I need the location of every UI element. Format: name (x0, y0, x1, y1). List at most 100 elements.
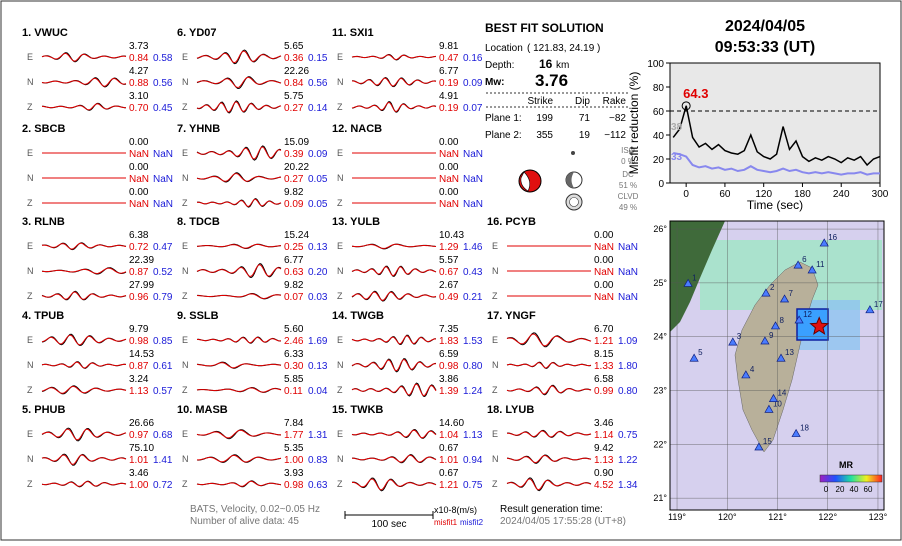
misfit2: 0.21 (463, 292, 483, 303)
component: Z (182, 102, 188, 112)
component: N (27, 173, 34, 183)
map-x-label: 122° (818, 512, 837, 522)
waveform-synthetic (41, 361, 127, 369)
misfit2: 0.09 (463, 78, 483, 89)
time: 09:53:33 (UT) (715, 39, 815, 56)
misfit2: 1.69 (308, 336, 328, 347)
component: N (27, 454, 34, 464)
component: N (182, 266, 189, 276)
misfit1: 0.27 (284, 174, 304, 185)
misfit2: 1.31 (308, 430, 328, 441)
location: ( 121.83, 24.19 ) (527, 43, 600, 54)
unit: km (556, 60, 569, 71)
amplitude: 3.24 (129, 374, 149, 385)
misfit2: NaN (463, 174, 483, 185)
waveform-synthetic (196, 362, 282, 369)
colorbar (819, 474, 883, 483)
column-header: Dip (575, 96, 590, 107)
station-label: 17 (874, 300, 883, 309)
map-frame (669, 220, 885, 511)
component: E (27, 241, 33, 251)
waveform-synthetic (506, 478, 592, 491)
misfit1: 4.52 (594, 480, 614, 491)
misfit1: 1.14 (594, 430, 614, 441)
misfit1: 0.88 (129, 78, 149, 89)
station-label: 16 (828, 233, 837, 242)
amplitude: 0.67 (439, 468, 459, 479)
plane-value: −82 (609, 113, 626, 124)
amplitude: 6.33 (284, 349, 304, 360)
misfit2: 0.45 (153, 103, 173, 114)
waveform-synthetic (351, 358, 437, 372)
misfit2: NaN (618, 242, 638, 253)
amplitude: 7.84 (284, 418, 304, 429)
station-label: 1 (692, 273, 697, 282)
amplitude: 4.27 (129, 66, 149, 77)
misfit1: 1.13 (594, 455, 614, 466)
waveform-synthetic (41, 454, 127, 465)
y-tick-label: 100 (647, 59, 664, 70)
station-title: 18. LYUB (487, 404, 534, 416)
waveform-synthetic (196, 172, 282, 182)
misfit1: 0.99 (594, 386, 614, 397)
component: E (492, 335, 498, 345)
waveform-synthetic (506, 454, 592, 464)
y-axis-label: Misfit reduction (%) (627, 72, 641, 175)
misfit2: 0.14 (308, 103, 328, 114)
amplitude: 0.00 (439, 137, 459, 148)
amplitude: 3.10 (129, 91, 149, 102)
misfit2: 0.79 (153, 292, 173, 303)
misfit2: 0.52 (153, 267, 173, 278)
misfit2: 0.56 (153, 78, 173, 89)
waveform-synthetic (351, 243, 437, 249)
component: Z (182, 479, 188, 489)
clvd-icon (565, 193, 583, 211)
component: N (337, 266, 344, 276)
misfit2: 1.80 (618, 361, 638, 372)
station-label: 3 (737, 332, 742, 341)
map-y-label: 25° (653, 278, 667, 288)
waveform-synthetic (196, 101, 282, 113)
amplitude: 9.82 (284, 280, 304, 291)
station-label: 14 (777, 389, 786, 398)
start-label: 33 (671, 152, 683, 163)
waveform-synthetic (41, 267, 127, 275)
beach-ball (518, 169, 542, 193)
station-title: 14. TWGB (332, 310, 384, 322)
amplitude: 0.00 (439, 162, 459, 173)
station-marker (779, 294, 790, 303)
amplitude: 0.00 (129, 187, 149, 198)
misfit1: 1.01 (439, 455, 459, 466)
misfit1: 0.72 (129, 242, 149, 253)
x-tick-label: 240 (833, 189, 850, 200)
station-marker (794, 315, 804, 324)
station-title: 11. SXI1 (332, 27, 374, 39)
amplitude: 5.60 (284, 324, 304, 335)
waveform-synthetic (506, 333, 592, 347)
amplitude: 10.43 (439, 230, 464, 241)
colorbar-tick: 60 (864, 485, 873, 494)
amplitude: 5.85 (284, 374, 304, 385)
misfit1: 0.98 (284, 480, 304, 491)
y-tick-label: 60 (653, 107, 665, 118)
station-label: 11 (816, 260, 825, 269)
amplitude: 6.38 (129, 230, 149, 241)
misfit2: 0.05 (308, 199, 328, 210)
filter: BATS, Velocity, 0.02~0.05 Hz (190, 504, 320, 515)
amplitude: 26.66 (129, 418, 154, 429)
amplitude: 5.57 (439, 255, 459, 266)
component: E (492, 241, 498, 251)
station-label: 7 (789, 289, 794, 298)
misfit2: 0.03 (308, 292, 328, 303)
magnitude: 3.76 (535, 71, 568, 90)
station-marker (807, 265, 817, 274)
misfit1: 0.25 (284, 242, 304, 253)
waveform-synthetic (197, 336, 282, 344)
map-x-label: 120° (718, 512, 737, 522)
misfit1: 0.11 (284, 386, 303, 397)
misfit2: 0.61 (153, 361, 173, 372)
misfit1: 1.21 (439, 480, 459, 491)
component: Z (337, 102, 343, 112)
station-label: 5 (698, 348, 703, 357)
